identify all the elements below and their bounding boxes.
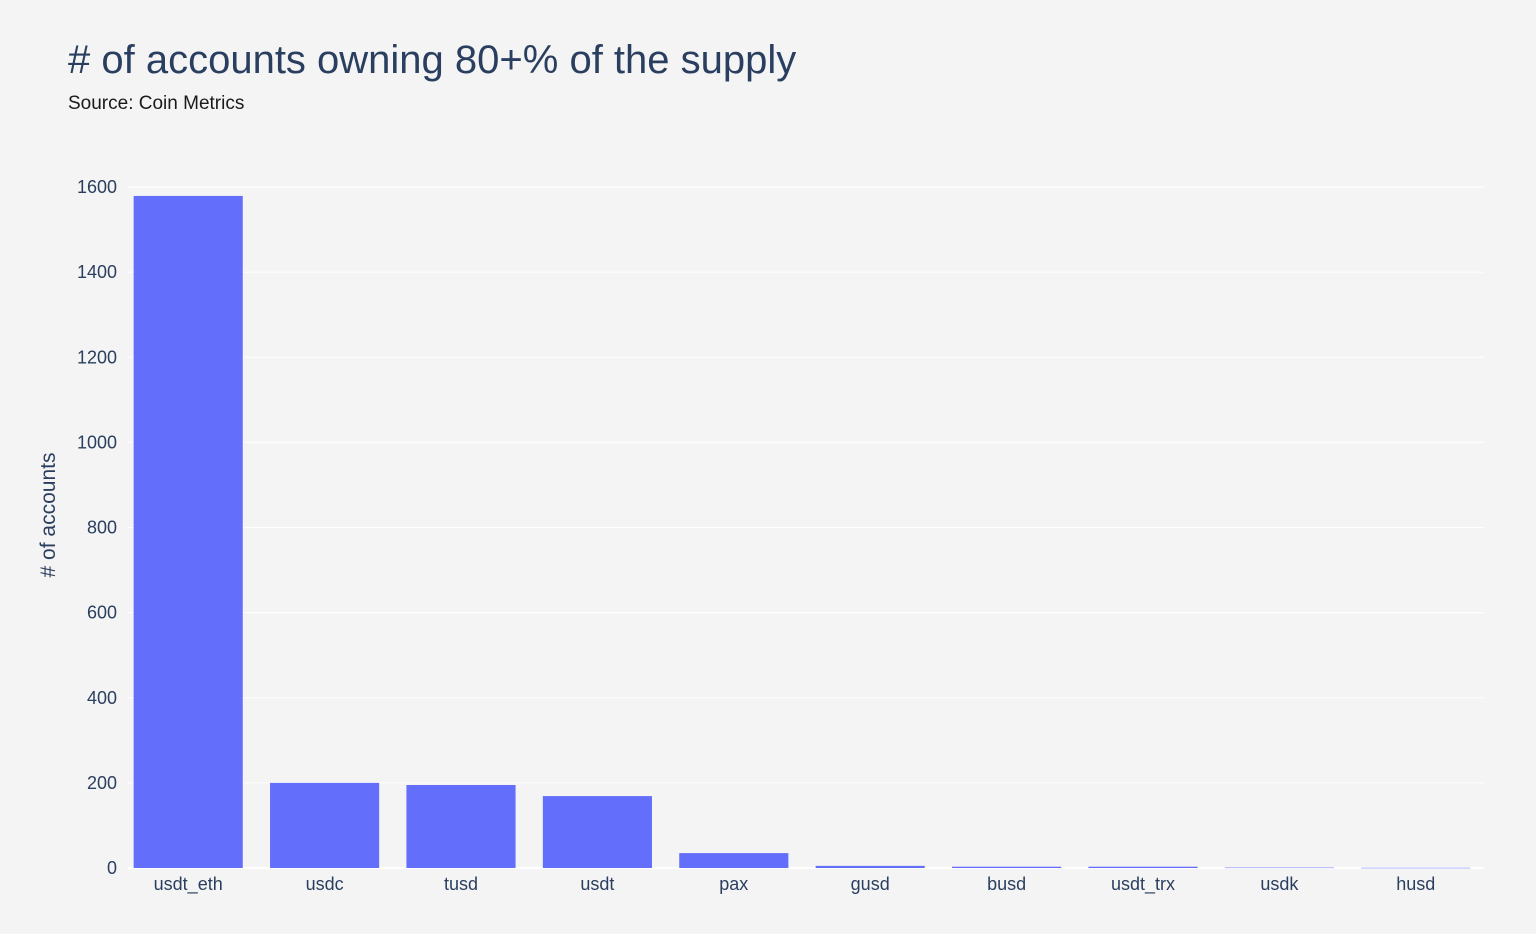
y-tick-label: 0 xyxy=(107,858,117,878)
bar-busd xyxy=(952,866,1062,868)
y-tick-label: 200 xyxy=(87,773,117,793)
x-tick-label: pax xyxy=(719,874,748,894)
chart-title: # of accounts owning 80+% of the supply xyxy=(68,38,797,82)
x-tick-label: gusd xyxy=(851,874,890,894)
x-tick-label: tusd xyxy=(444,874,478,894)
bar-usdt_trx xyxy=(1088,866,1198,868)
y-tick-label: 400 xyxy=(87,688,117,708)
y-tick-label: 1000 xyxy=(77,432,117,452)
y-axis-label: # of accounts xyxy=(37,453,60,578)
bar-usdt_eth xyxy=(133,195,243,869)
bar-husd xyxy=(1361,867,1471,869)
bar-usdc xyxy=(270,782,380,868)
bar-pax xyxy=(679,853,789,868)
y-tick-label: 1200 xyxy=(77,347,117,367)
x-tick-label: usdc xyxy=(306,874,344,894)
bar-gusd xyxy=(815,865,925,868)
y-tick-label: 800 xyxy=(87,518,117,538)
bar-usdk xyxy=(1224,867,1334,869)
x-tick-label: usdt xyxy=(580,874,614,894)
x-tick-label: busd xyxy=(987,874,1026,894)
bar-tusd xyxy=(406,785,516,868)
x-tick-label: usdk xyxy=(1260,874,1299,894)
x-tick-label: usdt_trx xyxy=(1111,874,1175,895)
y-tick-label: 1400 xyxy=(77,262,117,282)
y-tick-label: 600 xyxy=(87,603,117,623)
x-tick-label: husd xyxy=(1396,874,1435,894)
x-tick-label: usdt_eth xyxy=(154,874,223,895)
chart-subtitle: Source: Coin Metrics xyxy=(68,93,245,114)
y-tick-label: 1600 xyxy=(77,177,117,197)
bar-usdt xyxy=(542,796,652,868)
